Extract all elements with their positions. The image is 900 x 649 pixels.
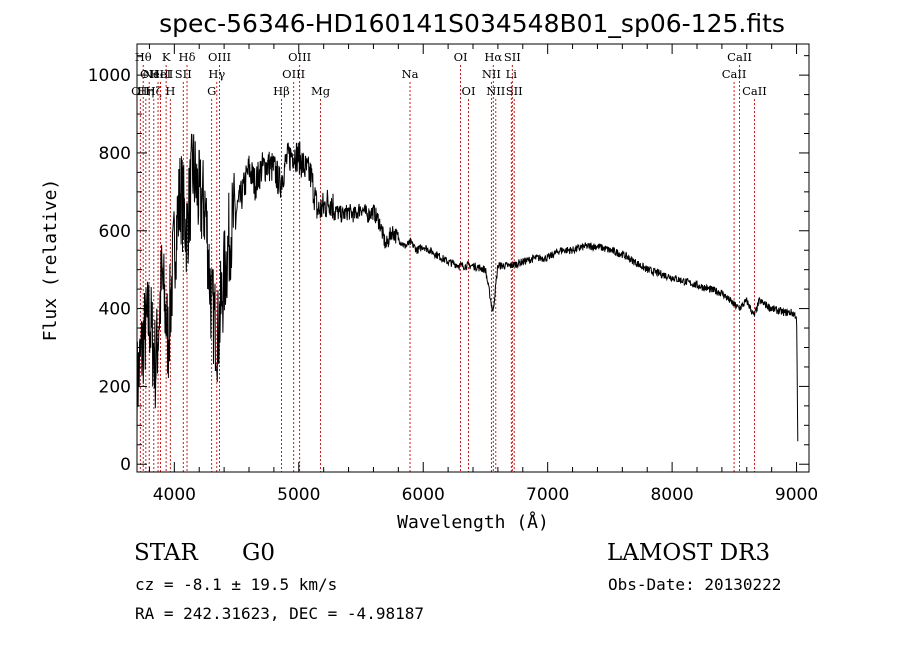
- line-markers: OIIHθHηOIIHζNeIIIHeIKHSIIHδGHγOIIIHβOIII…: [131, 50, 767, 472]
- line-marker-label: CaII: [727, 50, 752, 64]
- y-tick-label: 0: [120, 455, 131, 475]
- line-marker-label: Hγ: [208, 67, 225, 81]
- survey-name: LAMOST DR3: [607, 540, 771, 566]
- x-tick-label: 9000: [775, 485, 818, 505]
- y-tick-label: 800: [99, 144, 131, 164]
- line-marker-label: NII: [486, 84, 505, 98]
- line-marker-label: CaII: [722, 67, 747, 81]
- line-marker-label: NII: [482, 67, 501, 81]
- redshift-text: cz = -8.1 ± 19.5 km/s: [135, 575, 338, 594]
- line-marker-label: Mg: [311, 84, 331, 98]
- line-marker-label: Li: [506, 67, 518, 81]
- line-marker-label: OI: [454, 50, 468, 64]
- spectrum-line-group: [136, 133, 799, 442]
- line-marker-label: CaII: [742, 84, 767, 98]
- line-marker-label: Hδ: [179, 50, 196, 64]
- line-marker-label: Hθ: [135, 50, 152, 64]
- x-tick-label: 6000: [402, 485, 445, 505]
- line-marker-label: OIII: [288, 50, 311, 64]
- line-marker-label: G: [207, 84, 216, 98]
- line-marker-label: OII: [131, 84, 150, 98]
- line-marker-label: K: [162, 50, 171, 64]
- plot-frame: [136, 43, 810, 473]
- y-tick-label: 1000: [88, 66, 131, 86]
- line-marker-label: H: [165, 84, 175, 98]
- y-tick-label: 200: [99, 377, 131, 397]
- line-marker-label: OI: [462, 84, 476, 98]
- obs-date: Obs-Date: 20130222: [608, 575, 782, 594]
- x-tick-label: 7000: [526, 485, 569, 505]
- line-marker-label: OIII: [208, 50, 231, 64]
- x-tick-label: 5000: [277, 485, 320, 505]
- line-marker-label: SII: [504, 50, 521, 64]
- line-marker-label: Na: [402, 67, 419, 81]
- y-tick-label: 600: [99, 222, 131, 242]
- line-marker-label: Hβ: [273, 84, 290, 98]
- spectrum-line: [136, 133, 799, 442]
- line-marker-label: SII: [506, 84, 523, 98]
- line-marker-label: NeIII: [143, 67, 174, 81]
- object-subclass: G0: [242, 540, 276, 566]
- line-marker-label: Hα: [484, 50, 502, 64]
- y-tick-label: 400: [99, 300, 131, 320]
- line-marker-label: SII: [175, 67, 192, 81]
- object-class: STAR: [134, 540, 198, 566]
- line-marker-label: OIII: [282, 67, 305, 81]
- chart-title: spec-56346-HD160141S034548B01_sp06-125.f…: [159, 9, 785, 38]
- line-marker-label: HeI: [150, 67, 171, 81]
- line-marker-label: Hζ: [146, 84, 162, 98]
- x-tick-label: 8000: [650, 485, 693, 505]
- y-axis-label: Flux (relative): [40, 179, 61, 342]
- axis-ticks: 4000 5000 6000 7000 8000 9000 0 200 400 600 800 100…: [88, 44, 818, 505]
- line-marker-label: OII: [140, 67, 159, 81]
- x-axis-label: Wavelength (Å): [397, 511, 549, 533]
- x-tick-label: 4000: [153, 485, 196, 505]
- coordinates-text: RA = 242.31623, DEC = -4.98187: [135, 604, 424, 623]
